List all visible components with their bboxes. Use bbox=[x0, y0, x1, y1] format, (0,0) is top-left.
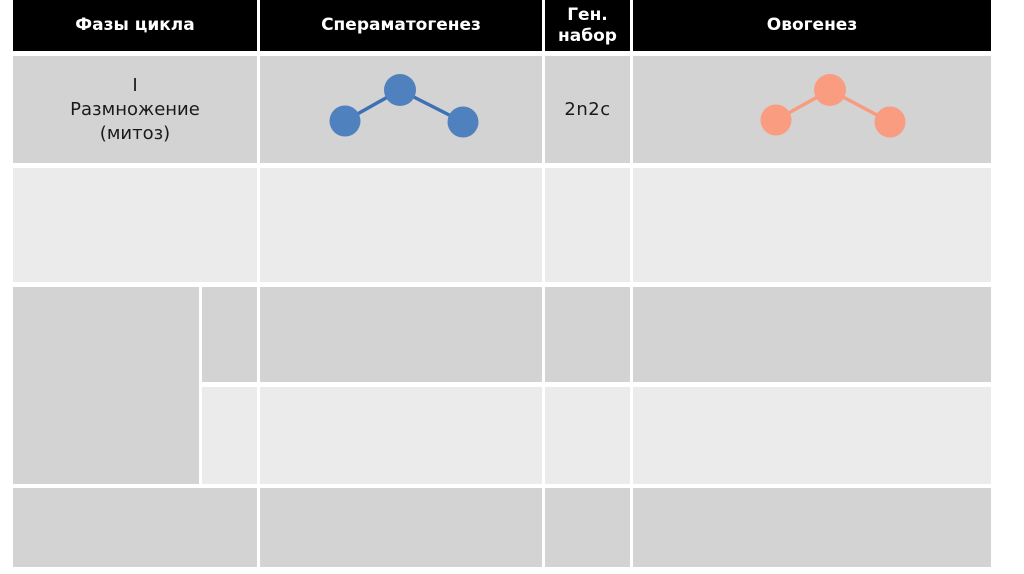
empty-cell-sub-row4 bbox=[202, 387, 257, 484]
empty-cell-row2-spermatogenesis bbox=[260, 168, 542, 282]
header-cell-phases: Фазы цикла bbox=[13, 0, 257, 51]
empty-cell-row5-gene-set bbox=[545, 488, 630, 567]
empty-cell-row4-spermatogenesis bbox=[260, 387, 542, 484]
empty-cell-row5-oogenesis bbox=[633, 488, 991, 567]
empty-cell-row4-gene-set bbox=[545, 387, 630, 484]
header-gene-set-line2: набор bbox=[558, 25, 617, 46]
cell-oogenesis-mitosis bbox=[633, 56, 991, 163]
phase-note: (митоз) bbox=[99, 122, 171, 144]
cell-phase-mitosis: I Размножение (митоз) bbox=[13, 56, 257, 163]
empty-cell-row3-spermatogenesis bbox=[260, 287, 542, 382]
oogonia-cells-diagram-icon bbox=[760, 74, 906, 138]
header-cell-oogenesis: Овогенез bbox=[633, 0, 991, 51]
empty-cell-row5-spermatogenesis bbox=[260, 488, 542, 567]
sperm-cell-left-icon bbox=[329, 105, 361, 137]
empty-cell-row3-gene-set bbox=[545, 287, 630, 382]
sperm-cell-top-icon bbox=[384, 74, 416, 106]
empty-cell-row2-gene-set bbox=[545, 168, 630, 282]
header-cell-gene-set: Ген. набор bbox=[545, 0, 630, 51]
empty-cell-row4-oogenesis bbox=[633, 387, 991, 484]
header-spermatogenesis-label: Спераматогенез bbox=[321, 15, 481, 35]
empty-cell-row2-oogenesis bbox=[633, 168, 991, 282]
header-cell-spermatogenesis: Спераматогенез bbox=[260, 0, 542, 51]
phase-numeral: I bbox=[132, 74, 138, 96]
ovum-cell-left-icon bbox=[760, 104, 792, 136]
header-phases-label: Фазы цикла bbox=[75, 15, 195, 35]
cell-gene-set-mitosis: 2n2c bbox=[545, 56, 630, 163]
empty-cell-sub-row3 bbox=[202, 287, 257, 382]
empty-cell-row5-phases bbox=[13, 488, 257, 567]
ovum-cell-right-icon bbox=[874, 106, 906, 138]
empty-cell-row2-phases bbox=[13, 168, 257, 282]
cell-spermatogenesis-mitosis bbox=[260, 56, 542, 163]
header-oogenesis-label: Овогенез bbox=[766, 15, 858, 35]
empty-cell-row3-oogenesis bbox=[633, 287, 991, 382]
empty-cell-phase-merged bbox=[13, 287, 199, 484]
gene-set-value: 2n2c bbox=[564, 99, 611, 120]
spermatogonia-cells-diagram-icon bbox=[329, 74, 479, 138]
phase-name: Размножение bbox=[70, 98, 200, 120]
ovum-cell-top-icon bbox=[814, 74, 846, 106]
sperm-cell-right-icon bbox=[447, 106, 479, 138]
header-gene-set-line1: Ген. bbox=[567, 4, 608, 25]
